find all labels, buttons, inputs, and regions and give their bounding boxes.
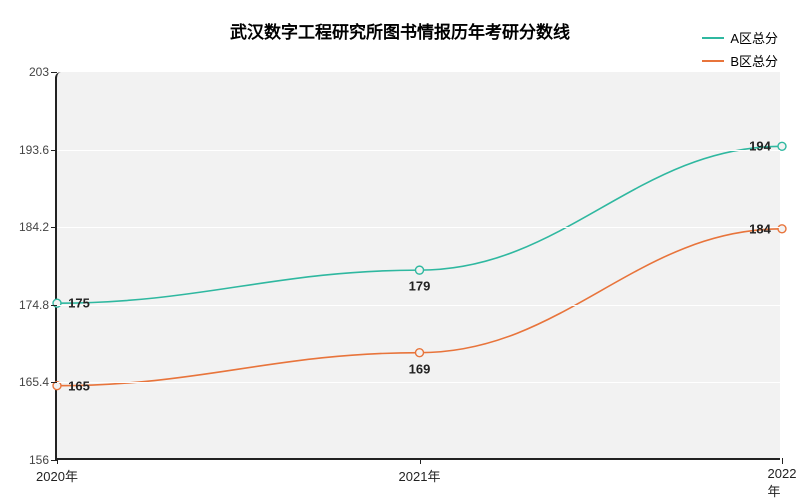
gridline — [57, 227, 780, 228]
xtick-label: 2021年 — [399, 458, 441, 485]
plot-area: 156165.4174.8184.2193.62032020年2021年2022… — [55, 72, 780, 460]
data-point — [416, 266, 424, 274]
chart-container: 武汉数字工程研究所图书情报历年考研分数线 A区总分 B区总分 156165.41… — [0, 0, 800, 500]
data-point — [416, 349, 424, 357]
line-layer — [57, 72, 782, 460]
chart-title: 武汉数字工程研究所图书情报历年考研分数线 — [0, 18, 800, 43]
ytick-label: 174.8 — [19, 298, 57, 312]
ytick-label: 203 — [29, 65, 57, 79]
data-point — [778, 225, 786, 233]
legend-label-a: A区总分 — [730, 28, 778, 47]
xtick-label: 2020年 — [36, 458, 78, 485]
legend-label-b: B区总分 — [730, 51, 778, 70]
gridline — [57, 150, 780, 151]
xtick-label: 2022年 — [768, 458, 797, 500]
point-label: 184 — [749, 221, 771, 236]
legend-swatch-a — [702, 37, 724, 39]
point-label: 175 — [68, 296, 90, 311]
legend-item-a: A区总分 — [702, 28, 778, 47]
gridline — [57, 305, 780, 306]
point-label: 179 — [409, 279, 431, 294]
legend-item-b: B区总分 — [702, 51, 778, 70]
point-label: 194 — [749, 139, 771, 154]
legend-swatch-b — [702, 60, 724, 62]
point-label: 169 — [409, 361, 431, 376]
legend: A区总分 B区总分 — [702, 28, 778, 74]
point-label: 165 — [68, 378, 90, 393]
ytick-label: 193.6 — [19, 143, 57, 157]
ytick-label: 165.4 — [19, 375, 57, 389]
gridline — [57, 382, 780, 383]
ytick-label: 184.2 — [19, 220, 57, 234]
